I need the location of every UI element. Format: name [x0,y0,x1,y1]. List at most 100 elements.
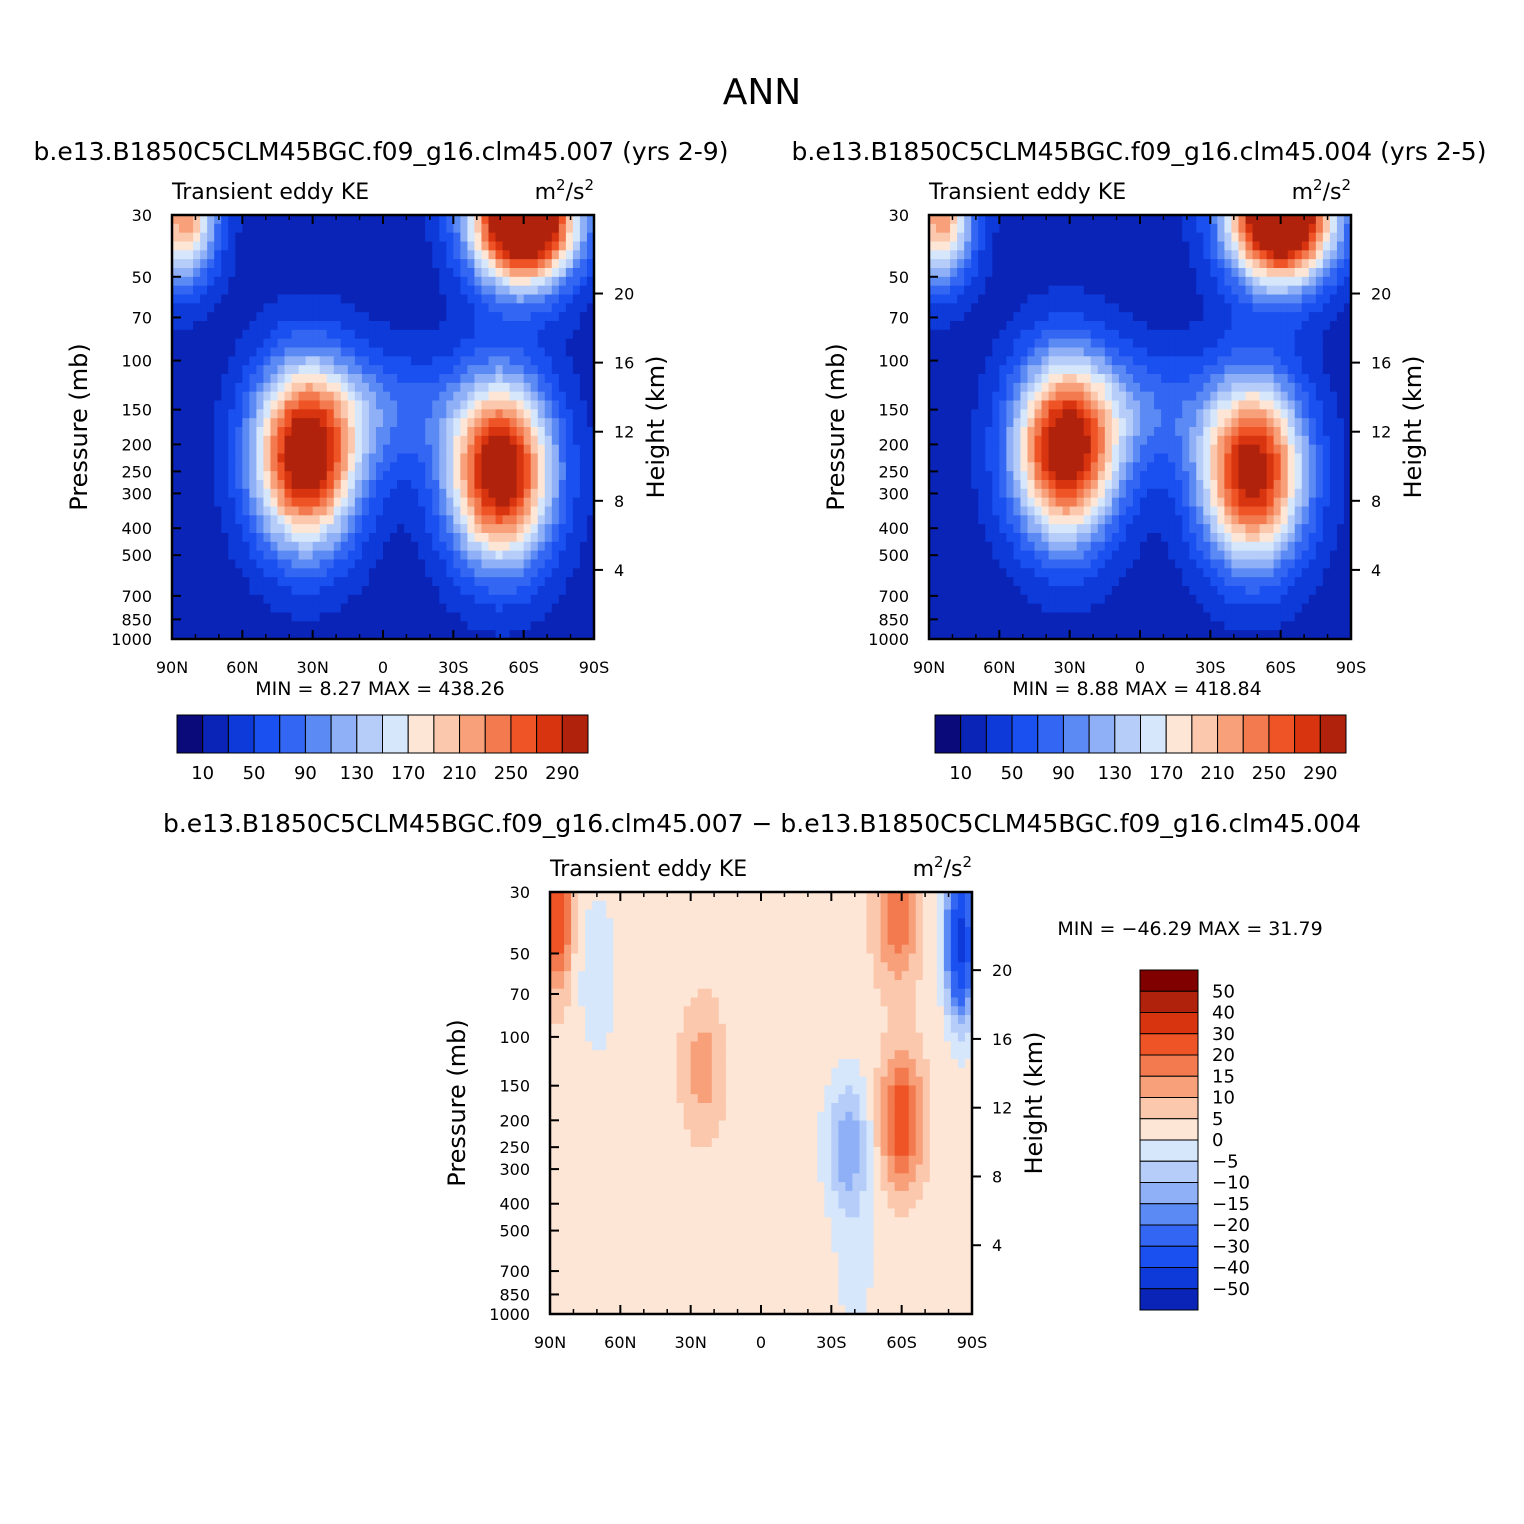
field-cell [284,497,293,508]
field-cell [1189,453,1197,463]
field-cell [1196,303,1204,313]
field-cell [1259,215,1268,225]
field-cell [1041,241,1050,251]
field-cell [1140,268,1148,278]
field-cell [572,462,581,472]
field-cell [284,312,293,322]
field-cell [439,480,447,490]
field-cell [1083,347,1092,357]
field-cell [186,577,194,587]
colorbar-box [356,714,383,754]
field-cell [200,338,208,349]
field-cell [1224,259,1233,269]
field-cell [214,630,222,640]
field-cell [992,276,1000,287]
field-cell [964,268,972,278]
field-cell [1090,480,1099,490]
field-cell [333,524,342,534]
field-cell [1041,435,1050,446]
field-cell [207,303,215,313]
field-cell [179,586,187,596]
field-cell [1020,374,1029,384]
field-cell [1125,471,1134,481]
field-cell [530,374,539,384]
field-cell [495,612,504,622]
field-cell [418,471,426,481]
field-cell [978,435,986,446]
field-cell [1104,347,1113,357]
field-cell [544,232,553,243]
field-cell [1076,400,1085,410]
field-cell [1175,427,1183,437]
field-cell [425,630,433,640]
field-cell [1238,356,1247,366]
field-cell [242,418,250,428]
field-cell [1210,382,1218,393]
field-cell [1196,462,1204,472]
field-cell [579,232,588,243]
field-cell [572,232,581,243]
field-cell [950,223,958,234]
field-cell [446,356,454,366]
field-cell [1083,480,1092,490]
field-cell [481,382,490,393]
field-cell [1336,215,1345,225]
field-cell [1231,321,1240,331]
field-cell [1104,276,1113,287]
field-cell [558,453,567,463]
field-cell [1182,338,1190,349]
field-cell [200,409,208,419]
field-cell [1027,276,1036,287]
field-cell [481,365,490,375]
field-cell [1104,303,1113,313]
field-cell [1154,338,1162,349]
field-cell [221,382,229,393]
field-cell [277,444,286,455]
y-tick-label: 200 [121,435,152,454]
field-cell [950,444,958,455]
field-cell [186,480,194,490]
field-cell [361,603,370,614]
field-cell [347,268,356,278]
field-cell [312,630,321,640]
field-cell [558,294,567,304]
field-cell [375,391,384,402]
field-cell [950,435,958,446]
field-cell [467,586,476,596]
field-cell [992,391,1000,402]
field-cell [558,259,567,269]
field-cell [404,533,412,543]
field-cell [375,559,384,569]
field-cell [397,497,405,508]
field-cell [1259,259,1268,269]
field-cell [418,259,426,269]
field-cell [284,268,293,278]
field-cell [1006,427,1014,437]
field-cell [228,223,236,234]
field-cell [340,276,349,287]
field-cell [312,444,321,455]
field-cell [1287,312,1296,322]
field-cell [1041,382,1050,393]
field-cell [1111,285,1120,296]
field-cell [221,356,229,366]
field-cell [1245,418,1254,428]
field-cell [1041,223,1050,234]
field-cell [193,524,201,534]
field-cell [256,559,265,569]
field-cell [530,356,539,366]
field-cell [291,374,300,384]
field-cell [1210,356,1218,366]
field-cell [474,329,483,340]
field-cell [572,471,581,481]
field-cell [214,338,222,349]
field-cell [446,418,454,428]
field-cell [1147,338,1155,349]
field-cell [936,409,944,419]
field-cell [1062,444,1071,455]
field-cell [558,303,567,313]
chart-panel-2: b.e13.B1850C5CLM45BGC.f09_g16.clm45.004 … [792,137,1487,784]
field-cell [579,268,588,278]
field-cell [1090,215,1099,225]
field-cell [481,329,490,340]
